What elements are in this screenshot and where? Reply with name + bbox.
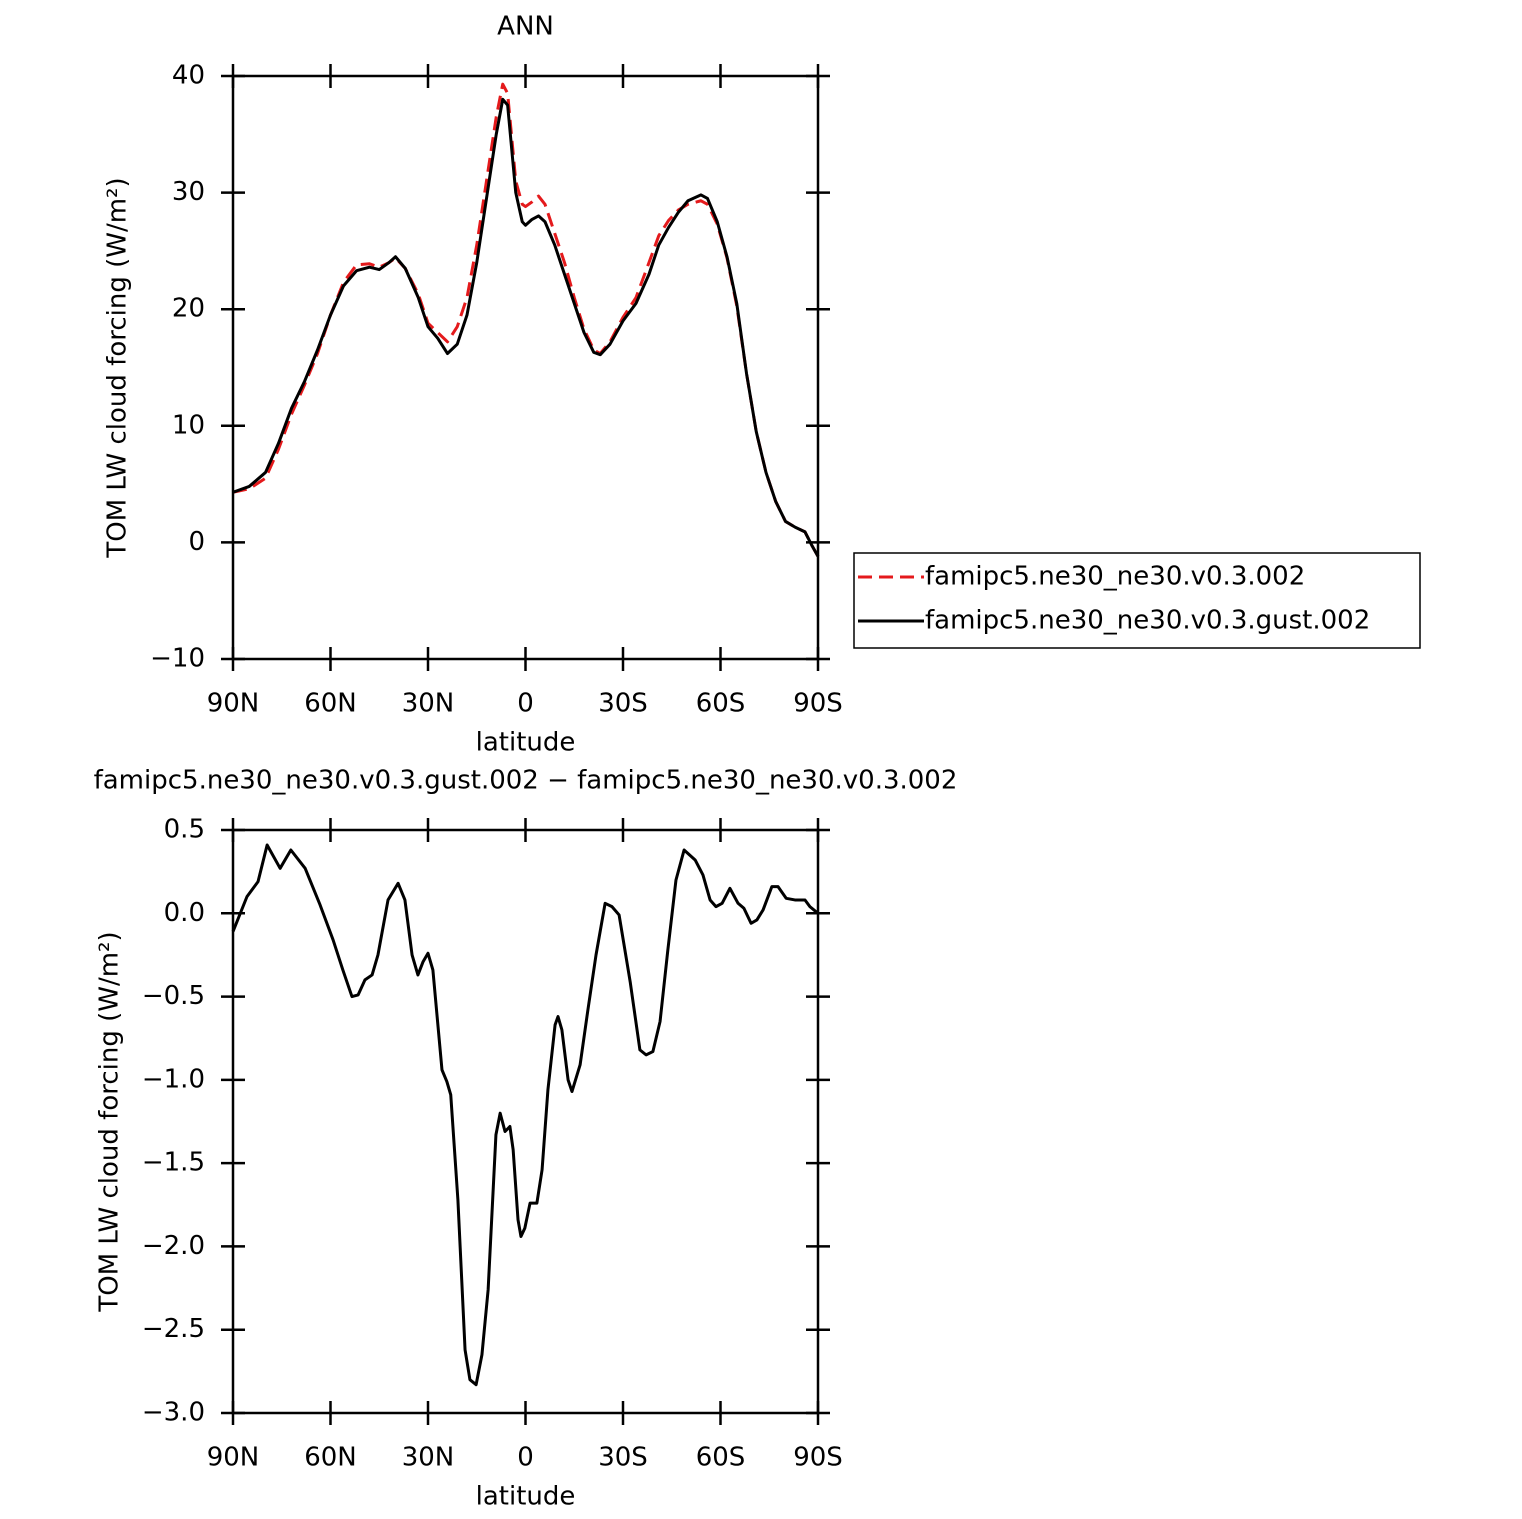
y-tick-label: 30 <box>172 177 205 207</box>
y-axis-label: TOM LW cloud forcing (W/m²) <box>95 931 125 1312</box>
y-tick-label: −2.5 <box>142 1314 205 1344</box>
x-tick-label: 60S <box>696 1443 746 1473</box>
x-tick-label: 90S <box>793 1443 843 1473</box>
legend-box <box>853 552 1421 649</box>
x-tick-label: 30S <box>598 1443 648 1473</box>
y-tick-label: 0.0 <box>164 898 205 928</box>
data-line <box>232 97 820 558</box>
legend-label: famipc5.ne30_ne30.v0.3.002 <box>925 562 1305 592</box>
x-tick-label: 90N <box>207 689 260 719</box>
y-tick-label: 0 <box>188 527 205 557</box>
x-tick-label: 0 <box>517 1443 534 1473</box>
x-axis-label: latitude <box>476 1482 576 1512</box>
y-tick-label: −2.0 <box>142 1231 205 1261</box>
x-tick-label: 60N <box>304 689 357 719</box>
x-tick-label: 30N <box>402 689 455 719</box>
y-tick-label: −0.5 <box>142 981 205 1011</box>
x-tick-label: 60N <box>304 1443 357 1473</box>
x-tick-label: 30S <box>598 689 648 719</box>
y-tick-label: 10 <box>172 410 205 440</box>
x-tick-label: 90S <box>793 689 843 719</box>
y-tick-label: −10 <box>150 644 205 674</box>
chart-title: famipc5.ne30_ne30.v0.3.gust.002 − famipc… <box>94 766 958 796</box>
y-tick-label: 40 <box>172 61 205 91</box>
y-tick-label: −1.5 <box>142 1148 205 1178</box>
legend-label: famipc5.ne30_ne30.v0.3.gust.002 <box>925 606 1370 636</box>
x-tick-label: 60S <box>696 689 746 719</box>
y-axis-label: TOM LW cloud forcing (W/m²) <box>103 177 133 558</box>
x-tick-label: 30N <box>402 1443 455 1473</box>
data-line <box>231 843 819 1387</box>
x-axis-label: latitude <box>476 728 576 758</box>
y-tick-label: 0.5 <box>164 815 205 845</box>
x-tick-label: 0 <box>517 689 534 719</box>
y-tick-label: −1.0 <box>142 1064 205 1094</box>
y-tick-label: 20 <box>172 294 205 324</box>
plot-frame <box>231 74 820 661</box>
plot-frame <box>231 828 820 1415</box>
chart-title: ANN <box>497 12 554 42</box>
y-tick-label: −3.0 <box>142 1398 205 1428</box>
x-tick-label: 90N <box>207 1443 260 1473</box>
